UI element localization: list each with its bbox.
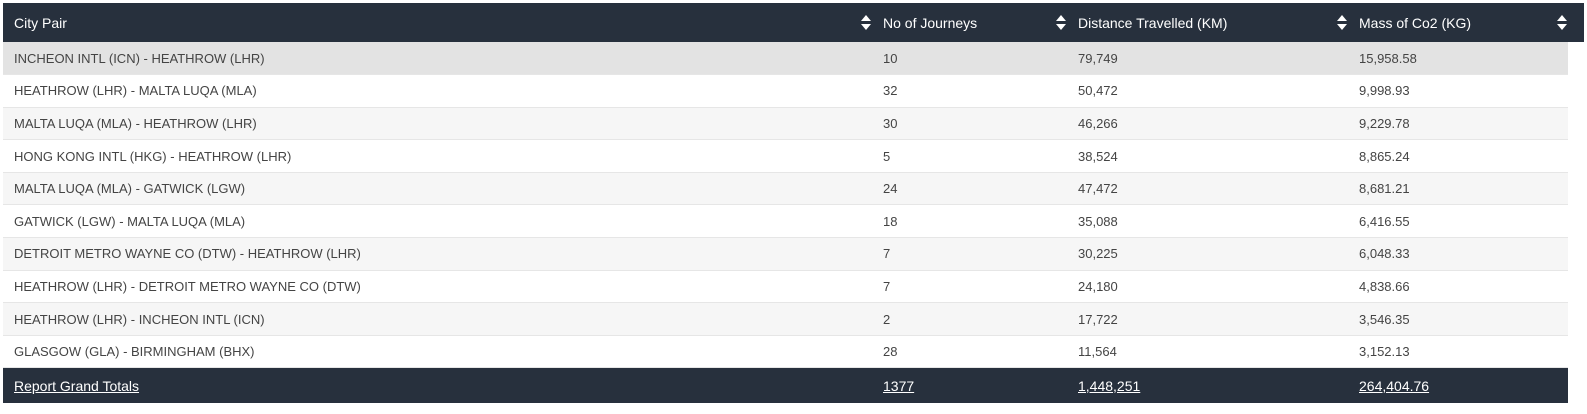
cell-journeys: 18 [883,213,898,229]
column-header-label: No of Journeys [883,14,978,31]
cell-co2: 9,998.93 [1359,83,1410,99]
sort-icon[interactable] [1556,15,1568,31]
cell-city-pair: HEATHROW (LHR) - DETROIT METRO WAYNE CO … [14,278,361,294]
cell-co2: 8,681.21 [1359,181,1410,197]
cell-city-pair: MALTA LUQA (MLA) - HEATHROW (LHR) [14,115,257,131]
table-row[interactable]: HONG KONG INTL (HKG) - HEATHROW (LHR) 5 38… [3,139,1568,173]
column-header-journeys[interactable]: No of Journeys [872,3,1067,42]
table-row[interactable]: MALTA LUQA (MLA) - GATWICK (LGW) 24 47,472… [3,172,1568,205]
header-scrollbar-gap [1568,3,1584,42]
cell-distance: 46,266 [1078,115,1118,131]
cell-city-pair: HEATHROW (LHR) - INCHEON INTL (ICN) [14,311,265,327]
column-header-city-pair[interactable]: City Pair [3,3,872,42]
column-header-label: Distance Travelled (KM) [1078,14,1228,31]
cell-co2: 6,048.33 [1359,246,1410,262]
table-header-row: City Pair No of Journeys Distance Travel… [3,3,1568,42]
cell-distance: 50,472 [1078,83,1118,99]
cell-journeys: 7 [883,246,891,262]
grand-totals-co2-cell: 264,404.76 [1348,368,1568,403]
cell-distance: 30,225 [1078,246,1118,262]
cell-city-pair: INCHEON INTL (ICN) - HEATHROW (LHR) [14,50,265,66]
cell-co2: 3,152.13 [1359,344,1410,360]
grand-totals-distance-link[interactable]: 1,448,251 [1078,377,1141,394]
cell-city-pair: GATWICK (LGW) - MALTA LUQA (MLA) [14,213,246,229]
cell-distance: 11,564 [1078,344,1117,360]
grand-totals-journeys-link[interactable]: 1377 [883,377,915,394]
cell-journeys: 10 [883,50,898,66]
cell-distance: 38,524 [1078,148,1118,164]
cell-city-pair: HEATHROW (LHR) - MALTA LUQA (MLA) [14,83,257,99]
grand-totals-label-cell: Report Grand Totals [3,368,872,403]
table-row[interactable]: HEATHROW (LHR) - INCHEON INTL (ICN) 2 17,7… [3,302,1568,336]
cell-distance: 47,472 [1078,181,1118,197]
column-header-label: Mass of Co2 (KG) [1359,14,1472,31]
table-row[interactable]: GATWICK (LGW) - MALTA LUQA (MLA) 18 35,088… [3,204,1568,238]
cell-journeys: 30 [883,115,898,131]
cell-journeys: 5 [883,148,891,164]
cell-distance: 35,088 [1078,213,1118,229]
cell-distance: 79,749 [1078,50,1118,66]
cell-co2: 4,838.66 [1359,278,1410,294]
city-pair-report-table: City Pair No of Journeys Distance Travel… [3,3,1568,403]
cell-journeys: 24 [883,181,898,197]
grand-totals-row: Report Grand Totals 1377 1,448,251 264,4… [3,367,1568,403]
cell-city-pair: DETROIT METRO WAYNE CO (DTW) - HEATHROW … [14,246,361,262]
cell-distance: 24,180 [1078,278,1118,294]
table-row[interactable]: GLASGOW (GLA) - BIRMINGHAM (BHX) 28 11,564… [3,335,1568,368]
cell-distance: 17,722 [1078,311,1118,327]
table-row[interactable]: INCHEON INTL (ICN) - HEATHROW (LHR) 10 79,… [3,42,1568,75]
column-header-co2[interactable]: Mass of Co2 (KG) [1348,3,1568,42]
table-row[interactable]: MALTA LUQA (MLA) - HEATHROW (LHR) 30 46,26… [3,107,1568,140]
grand-totals-co2-link[interactable]: 264,404.76 [1359,377,1430,394]
cell-city-pair: HONG KONG INTL (HKG) - HEATHROW (LHR) [14,148,292,164]
column-header-label: City Pair [14,14,67,31]
cell-journeys: 2 [883,311,891,327]
grand-totals-label-link[interactable]: Report Grand Totals [14,377,140,394]
table-row[interactable]: DETROIT METRO WAYNE CO (DTW) - HEATHROW … [3,237,1568,271]
grand-totals-distance-cell: 1,448,251 [1067,368,1348,403]
table-body: INCHEON INTL (ICN) - HEATHROW (LHR) 10 79,… [3,42,1568,368]
grand-totals-journeys-cell: 1377 [872,368,1067,403]
cell-journeys: 28 [883,344,898,360]
cell-journeys: 32 [883,83,898,99]
table-row[interactable]: HEATHROW (LHR) - DETROIT METRO WAYNE CO … [3,270,1568,303]
cell-journeys: 7 [883,278,891,294]
column-header-distance[interactable]: Distance Travelled (KM) [1067,3,1348,42]
cell-co2: 3,546.35 [1359,311,1410,327]
sort-icon[interactable] [860,15,872,31]
sort-icon[interactable] [1336,15,1348,31]
cell-city-pair: GLASGOW (GLA) - BIRMINGHAM (BHX) [14,344,255,360]
cell-co2: 8,865.24 [1359,148,1410,164]
cell-co2: 6,416.55 [1359,213,1410,229]
cell-co2: 15,958.58 [1359,50,1417,66]
cell-city-pair: MALTA LUQA (MLA) - GATWICK (LGW) [14,181,246,197]
table-row[interactable]: HEATHROW (LHR) - MALTA LUQA (MLA) 32 50,47… [3,74,1568,108]
sort-icon[interactable] [1055,15,1067,31]
report-table-container: City Pair No of Journeys Distance Travel… [3,3,1584,403]
cell-co2: 9,229.78 [1359,115,1410,131]
